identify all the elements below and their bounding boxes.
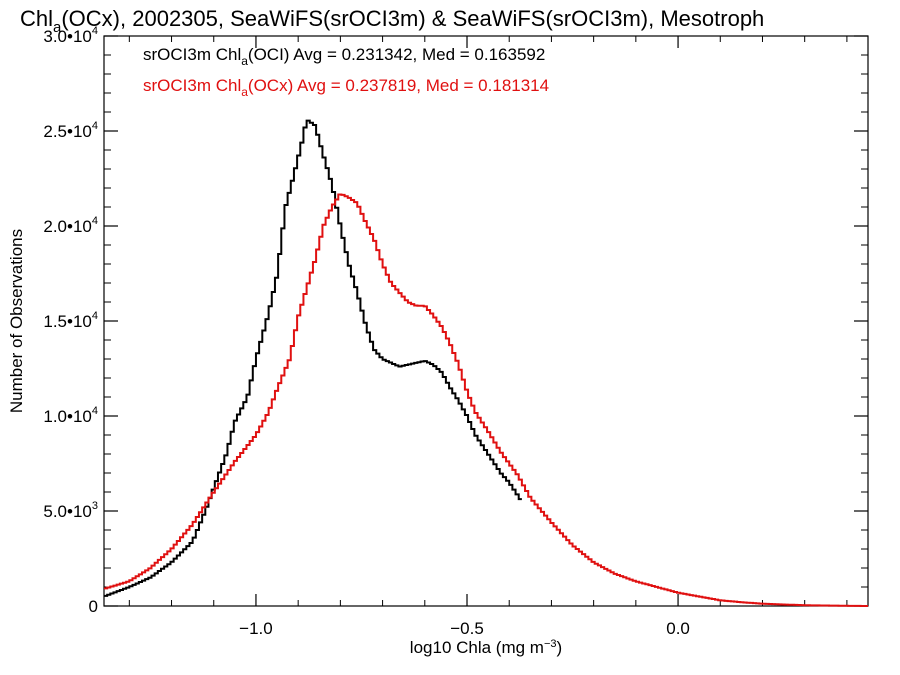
y-tick-exponent: 4 [92,405,98,417]
y-tick-label: 5.0•103 [43,500,98,521]
y-tick-exponent: 4 [92,25,98,37]
y-tick-exponent: 4 [92,215,98,227]
y-tick-label: 1.0•104 [43,405,98,426]
x-tick-label: −0.5 [450,619,484,638]
y-tick-label: 2.0•104 [43,215,98,236]
y-tick-exponent: 4 [92,310,98,322]
y-tick-label: 3.0•104 [43,25,98,46]
y-tick-exponent: 3 [92,500,98,512]
chart-title: Chla(OCx), 2002305, SeaWiFS(srOCI3m) & S… [20,6,764,36]
legend-entry-red: srOCI3m Chla(OCx) Avg = 0.237819, Med = … [143,76,549,99]
y-tick-mantissa: 1.5•10 [43,312,92,331]
x-tick-label: −1.0 [239,619,273,638]
y-tick-label: 2.5•104 [43,120,98,141]
y-tick-mantissa: 1.0•10 [43,407,92,426]
y-tick-mantissa: 5.0•10 [43,502,92,521]
y-axis-label: Number of Observations [7,229,26,413]
y-tick-label: 0 [89,597,98,616]
plot-frame [103,35,869,607]
series-group [104,119,868,607]
y-tick-mantissa: 3.0•10 [43,27,92,46]
x-tick-label: 0.0 [666,619,690,638]
y-tick-exponent: 4 [92,120,98,132]
y-tick-mantissa: 2.0•10 [43,217,92,236]
legend-entry-black: srOCI3m Chla(OCI) Avg = 0.231342, Med = … [143,45,545,68]
y-tick-mantissa: 0 [89,597,98,616]
series-line-ocx [104,193,868,607]
axis-ticks: −1.0 −0.5 0.005.0•1031.0•1041.5•1042.0•104… [43,25,868,638]
series-line-oci [104,119,522,597]
y-tick-label: 1.5•104 [43,310,98,331]
y-tick-mantissa: 2.5•10 [43,122,92,141]
x-axis-label: log10 Chla (mg m−3) [410,638,562,657]
